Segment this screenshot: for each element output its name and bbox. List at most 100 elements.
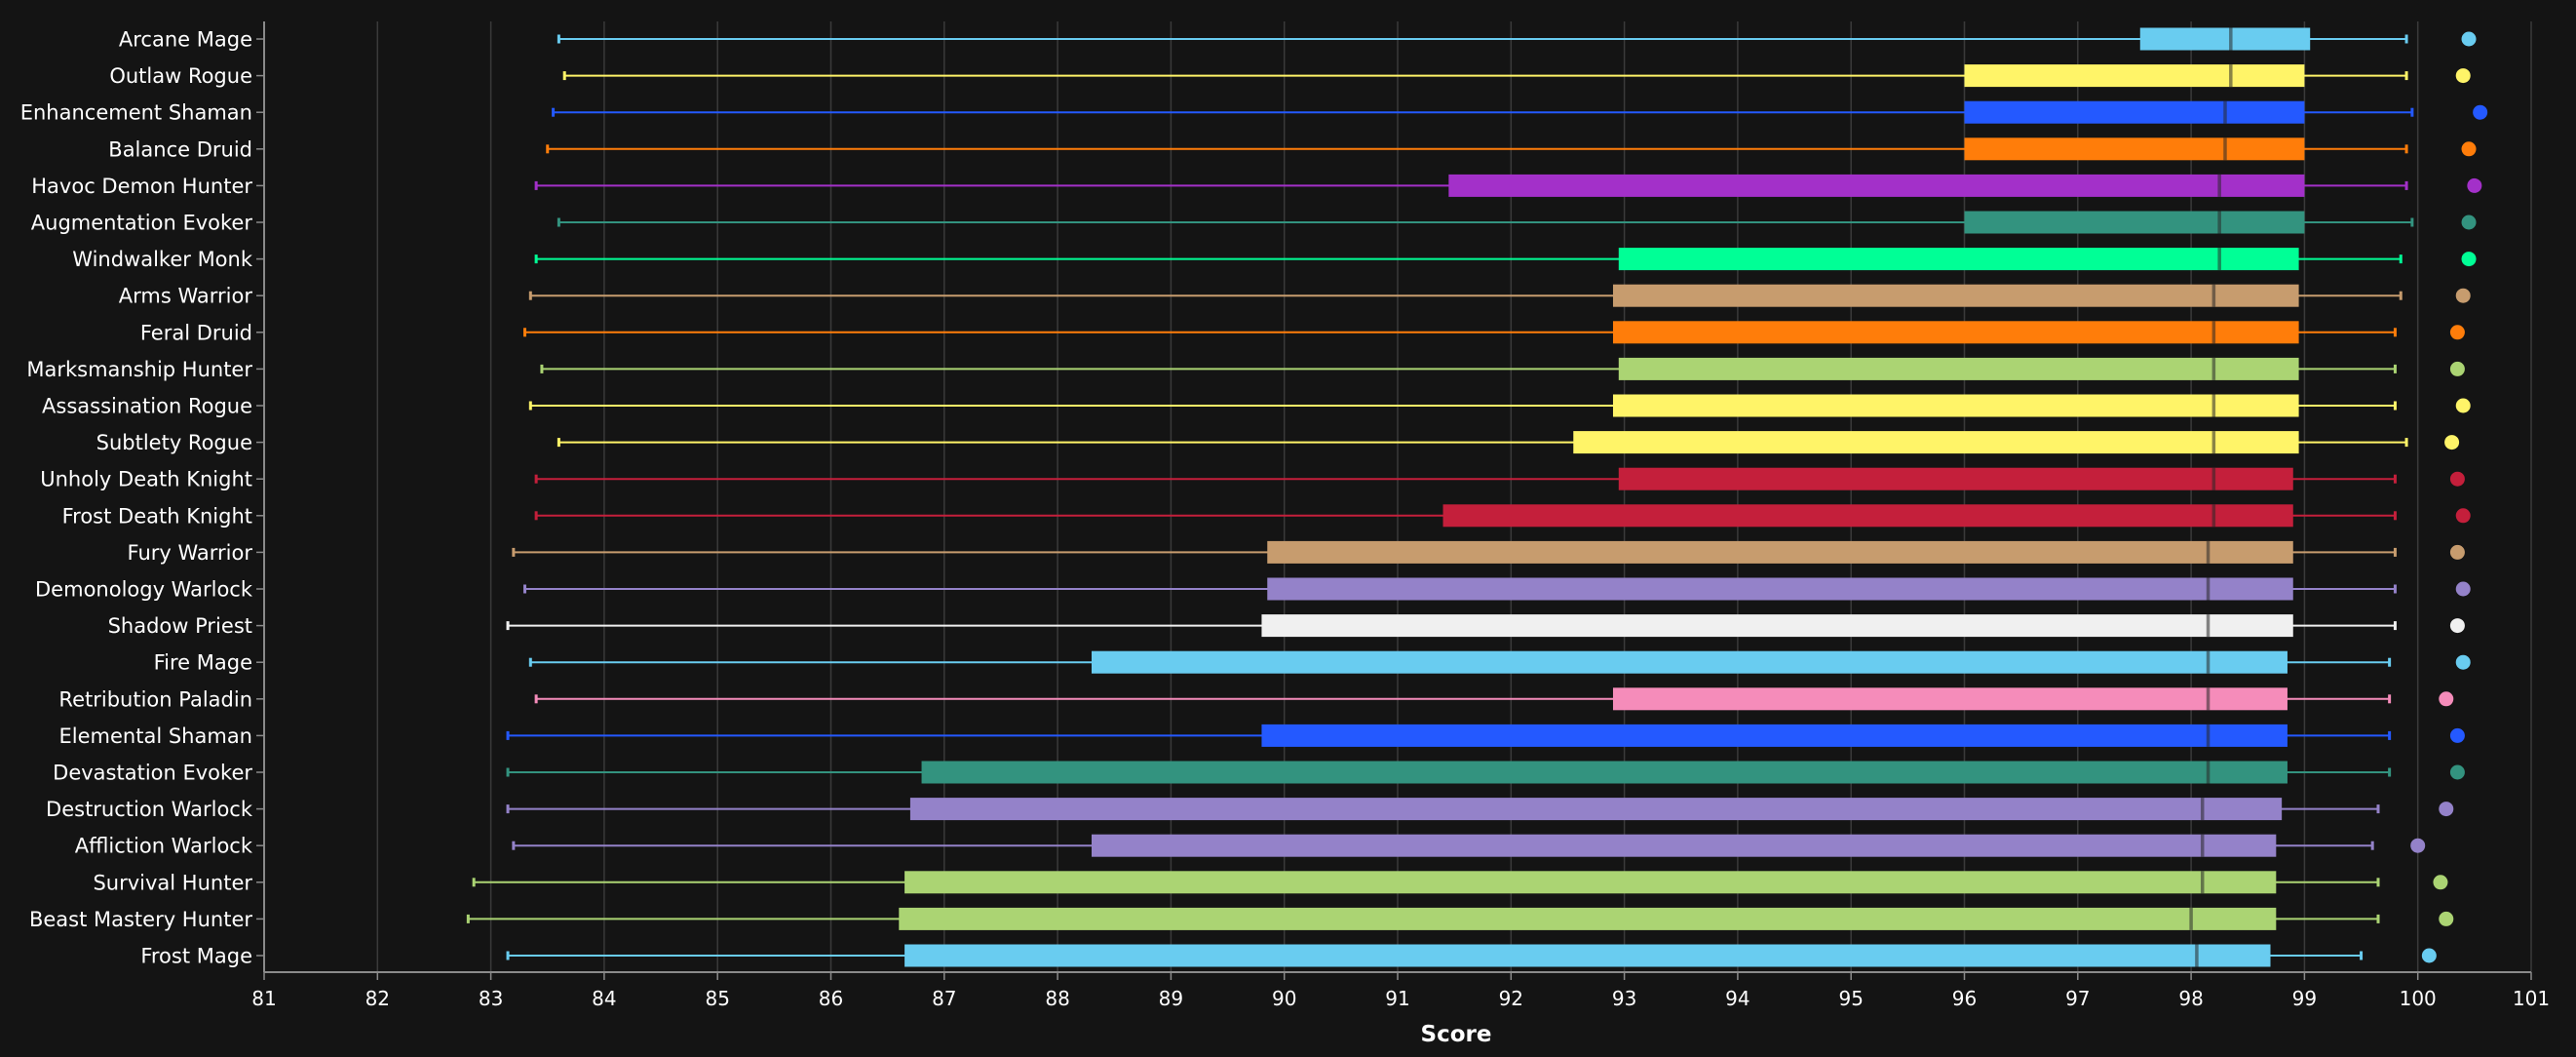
category-label: Elemental Shaman xyxy=(59,724,252,748)
data-point xyxy=(2461,252,2477,267)
category-label: Shadow Priest xyxy=(108,614,252,638)
box xyxy=(1573,431,2299,454)
data-point xyxy=(2421,948,2437,963)
x-tick-label: 89 xyxy=(1159,987,1183,1010)
data-point xyxy=(2473,104,2488,120)
data-point xyxy=(2410,838,2426,853)
x-tick-label: 85 xyxy=(705,987,729,1010)
category-label: Fury Warrior xyxy=(128,541,253,565)
box xyxy=(899,907,2277,930)
category-labels: Arcane Mage Outlaw Rogue Enhancement Shama… xyxy=(20,28,253,968)
data-point xyxy=(2439,691,2454,707)
data-point xyxy=(2455,398,2471,413)
box xyxy=(1612,687,2288,711)
data-point xyxy=(2449,361,2465,376)
data-point xyxy=(2439,802,2454,817)
data-point xyxy=(2449,544,2465,560)
x-tick-label: 91 xyxy=(1385,987,1409,1010)
x-tick-label: 96 xyxy=(1952,987,1977,1010)
data-point xyxy=(2433,875,2448,890)
category-label: Feral Druid xyxy=(140,321,252,344)
x-tick-label: 83 xyxy=(479,987,503,1010)
category-label: Balance Druid xyxy=(108,137,252,161)
category-label: Outlaw Rogue xyxy=(109,64,252,88)
x-tick-label: 92 xyxy=(1499,987,1523,1010)
data-point xyxy=(2467,177,2482,193)
box xyxy=(1964,100,2305,124)
category-label: Subtlety Rogue xyxy=(96,431,252,454)
category-label: Arcane Mage xyxy=(119,28,252,52)
box xyxy=(1442,504,2293,528)
data-point xyxy=(2461,215,2477,230)
box xyxy=(1964,211,2305,234)
box xyxy=(1091,650,2288,674)
box xyxy=(909,798,2283,821)
category-label: Marksmanship Hunter xyxy=(26,358,252,381)
x-tick-label: 86 xyxy=(819,987,843,1010)
category-label: Unholy Death Knight xyxy=(40,468,252,491)
box xyxy=(1261,614,2293,638)
category-label: Frost Mage xyxy=(140,945,252,968)
x-tick-label: 90 xyxy=(1272,987,1296,1010)
data-point xyxy=(2449,325,2465,340)
x-tick-label: 82 xyxy=(365,987,390,1010)
box xyxy=(1964,137,2305,161)
category-label: Assassination Rogue xyxy=(42,395,252,418)
category-label: Retribution Paladin xyxy=(58,687,252,711)
box xyxy=(1618,248,2299,271)
x-tick-label: 84 xyxy=(592,987,616,1010)
box xyxy=(1964,64,2305,88)
box xyxy=(904,944,2271,967)
box xyxy=(1448,174,2305,197)
x-tick-label: 97 xyxy=(2065,987,2090,1010)
box xyxy=(1612,394,2299,417)
box xyxy=(1267,577,2293,601)
x-tick-label: 100 xyxy=(2400,987,2437,1010)
data-point xyxy=(2449,764,2465,780)
x-tick-label: 95 xyxy=(1838,987,1863,1010)
data-point xyxy=(2455,68,2471,84)
category-label: Frost Death Knight xyxy=(62,504,252,528)
category-label: Demonology Warlock xyxy=(35,578,253,602)
x-tick-label: 99 xyxy=(2292,987,2317,1010)
x-tick-label: 81 xyxy=(251,987,276,1010)
category-label: Devastation Evoker xyxy=(53,762,252,785)
x-tick-labels: 81 82 83 84 85 86 87 88 89 90 91 92 93 94 95 96 97 98 99 10… xyxy=(251,987,2550,1010)
data-point xyxy=(2444,435,2460,450)
data-point xyxy=(2455,581,2471,597)
category-label: Affliction Warlock xyxy=(75,835,253,858)
category-label: Havoc Demon Hunter xyxy=(31,175,252,198)
boxes xyxy=(899,27,2311,967)
box xyxy=(1091,834,2277,857)
x-tick-label: 94 xyxy=(1725,987,1749,1010)
data-point xyxy=(2449,471,2465,487)
category-label: Windwalker Monk xyxy=(72,248,253,271)
category-label: Arms Warrior xyxy=(119,285,253,308)
category-label: Survival Hunter xyxy=(93,871,252,894)
data-point xyxy=(2439,911,2454,926)
category-label: Destruction Warlock xyxy=(46,798,253,821)
x-tick-label: 101 xyxy=(2513,987,2550,1010)
data-point xyxy=(2449,618,2465,634)
points xyxy=(2410,31,2488,963)
box xyxy=(2139,27,2311,51)
data-point xyxy=(2455,288,2471,303)
category-label: Fire Mage xyxy=(154,651,252,675)
data-point xyxy=(2455,654,2471,670)
box xyxy=(1618,467,2293,490)
data-point xyxy=(2461,31,2477,47)
box xyxy=(1261,724,2288,747)
box xyxy=(1612,284,2299,307)
x-tick-label: 98 xyxy=(2178,987,2203,1010)
box xyxy=(921,761,2288,784)
x-tick-label: 93 xyxy=(1612,987,1636,1010)
box xyxy=(1618,357,2299,380)
category-label: Enhancement Shaman xyxy=(20,101,252,125)
data-point xyxy=(2455,508,2471,524)
box xyxy=(904,871,2277,894)
data-point xyxy=(2449,727,2465,743)
x-tick-label: 88 xyxy=(1045,987,1069,1010)
box xyxy=(1267,540,2293,564)
